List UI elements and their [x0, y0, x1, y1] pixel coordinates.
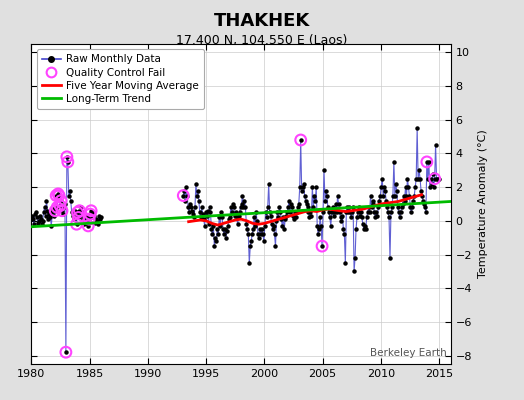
- Point: [74, 214, 83, 221]
- Text: 17.400 N, 104.550 E (Laos): 17.400 N, 104.550 E (Laos): [176, 34, 348, 47]
- Point: [179, 192, 188, 199]
- Point: [58, 208, 66, 214]
- Point: [63, 154, 71, 160]
- Point: [62, 349, 70, 356]
- Point: [430, 176, 439, 182]
- Point: [55, 192, 63, 199]
- Point: [52, 192, 60, 199]
- Point: [318, 243, 326, 249]
- Point: [63, 159, 72, 165]
- Point: [72, 221, 81, 228]
- Point: [51, 208, 59, 214]
- Point: [87, 208, 95, 214]
- Point: [84, 223, 92, 229]
- Point: [54, 191, 62, 197]
- Point: [86, 211, 94, 217]
- Text: Berkeley Earth: Berkeley Earth: [370, 348, 446, 358]
- Point: [75, 208, 84, 214]
- Point: [85, 216, 93, 222]
- Point: [56, 202, 64, 209]
- Y-axis label: Temperature Anomaly (°C): Temperature Anomaly (°C): [477, 130, 487, 278]
- Point: [57, 198, 65, 204]
- Legend: Raw Monthly Data, Quality Control Fail, Five Year Moving Average, Long-Term Tren: Raw Monthly Data, Quality Control Fail, …: [37, 49, 204, 109]
- Point: [53, 204, 61, 210]
- Text: THAKHEK: THAKHEK: [214, 12, 310, 30]
- Point: [297, 137, 305, 143]
- Point: [423, 159, 431, 165]
- Point: [73, 209, 82, 216]
